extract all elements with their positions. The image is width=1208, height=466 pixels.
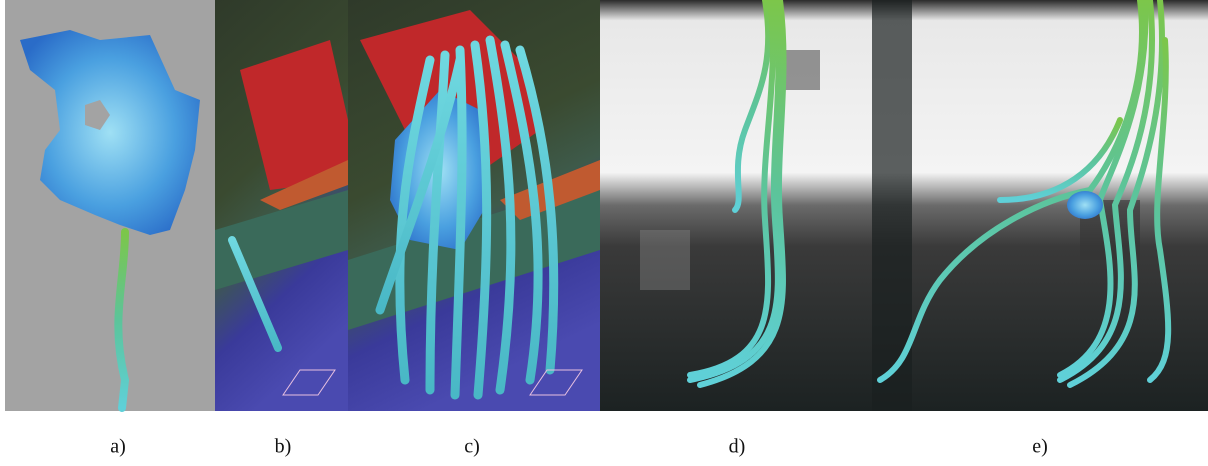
panel-label: e): [1032, 436, 1048, 458]
panel-label: d): [729, 436, 746, 458]
panel-e: [872, 0, 1208, 411]
panel-d: [600, 0, 872, 411]
panel-a: [5, 0, 215, 412]
panel-c: [348, 0, 600, 411]
panel-label: b): [275, 436, 292, 458]
labels: a) b) c) d) e): [110, 436, 1048, 458]
panel-label: c): [464, 436, 480, 458]
panel-label: a): [110, 436, 126, 458]
panel-b: [215, 0, 348, 411]
